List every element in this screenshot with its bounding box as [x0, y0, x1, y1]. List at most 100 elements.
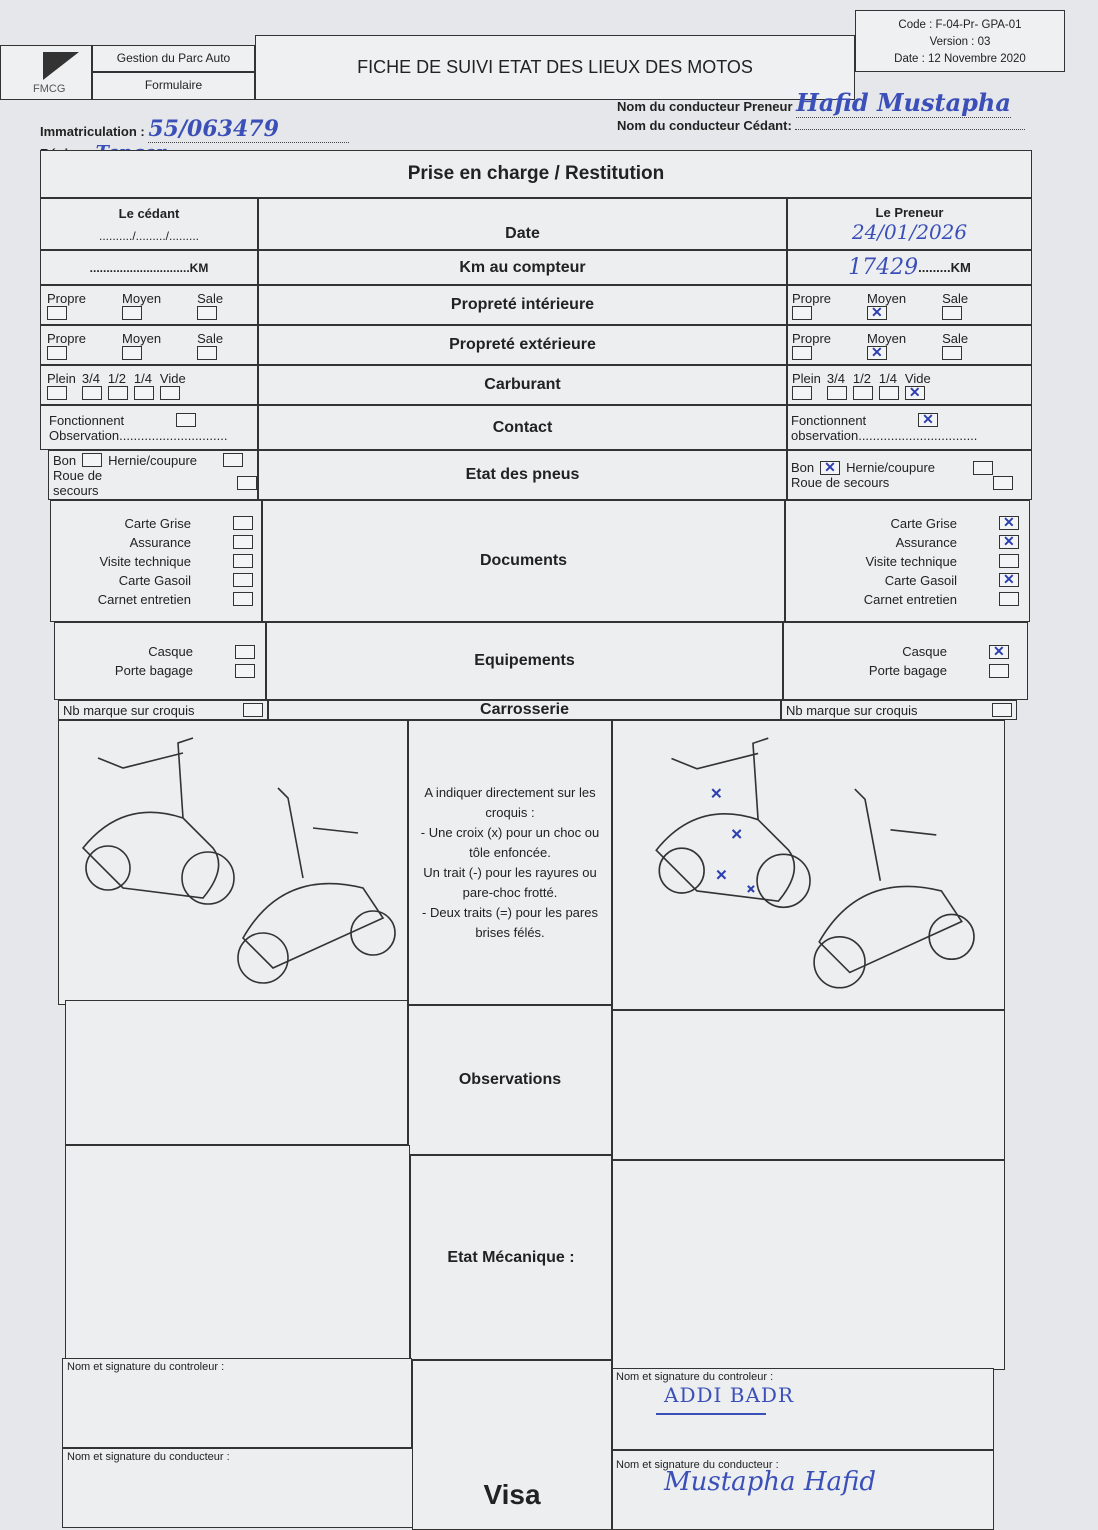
doc-meta: Code : F-04-Pr- GPA-01 Version : 03 Date…: [855, 10, 1065, 72]
option: 1/4: [878, 371, 899, 400]
cedant-observations[interactable]: [65, 1000, 408, 1145]
option-checkbox[interactable]: [867, 304, 888, 321]
option-checkbox[interactable]: [867, 344, 888, 361]
option-checkbox[interactable]: [826, 385, 847, 400]
option-checkbox[interactable]: [792, 385, 812, 400]
preneur-hernie-checkbox[interactable]: [973, 460, 994, 475]
item-label: Carnet entretien: [97, 591, 191, 607]
item-label: Visite technique: [99, 553, 191, 569]
option: 3/4: [81, 370, 102, 400]
preneur-mecanique[interactable]: [612, 1160, 1005, 1370]
option-checkbox[interactable]: [792, 305, 812, 320]
option-checkbox[interactable]: [159, 385, 180, 400]
option-checkbox[interactable]: [942, 345, 963, 360]
option: Propre: [47, 291, 86, 320]
cedant-controleur-signature[interactable]: Nom et signature du controleur :: [62, 1358, 412, 1448]
option-checkbox[interactable]: [197, 345, 218, 360]
cedant-mecanique[interactable]: [65, 1145, 410, 1360]
item-checkbox[interactable]: [233, 573, 253, 587]
option-checkbox[interactable]: [122, 345, 143, 360]
hernie-label: Hernie/coupure: [108, 452, 198, 468]
item-label: Assurance: [895, 534, 957, 550]
preneur-sketch[interactable]: [612, 720, 1005, 1010]
signature-stroke: [656, 1413, 766, 1415]
immat-field[interactable]: Immatriculation : 55/063479: [40, 116, 349, 143]
item-checkbox[interactable]: [233, 592, 253, 606]
option-checkbox[interactable]: [942, 305, 963, 320]
option-checkbox[interactable]: [852, 385, 873, 400]
option-checkbox[interactable]: [107, 385, 128, 400]
item-checkbox[interactable]: [999, 533, 1019, 550]
preneur-conducteur-signature[interactable]: Nom et signature du conducteur : Mustaph…: [612, 1450, 994, 1530]
item-checkbox[interactable]: [999, 514, 1019, 531]
page-title: FICHE DE SUIVI ETAT DES LIEUX DES MOTOS: [255, 35, 855, 100]
option-checkbox[interactable]: [878, 385, 899, 400]
preneur-contact: Fonctionnent observation................…: [787, 405, 1032, 450]
cedant-bon-checkbox[interactable]: [82, 453, 103, 467]
option-checkbox[interactable]: [81, 385, 102, 400]
item-checkbox[interactable]: [233, 516, 253, 530]
cedant-date-cell[interactable]: Le cédant ........../........./.........: [40, 198, 258, 250]
option-checkbox[interactable]: [47, 385, 67, 400]
cedant-roue-checkbox[interactable]: [237, 475, 257, 490]
item-checkbox[interactable]: [989, 643, 1009, 660]
preneur-carburant: Plein 3/4 1/2 1/4 Vide: [787, 365, 1032, 405]
preneur-controleur-signature[interactable]: Nom et signature du controleur : ADDI BA…: [612, 1368, 994, 1450]
option-checkbox[interactable]: [47, 305, 67, 320]
option-label: Moyen: [867, 290, 907, 306]
preneur-km: 17429: [848, 255, 919, 280]
cedant-field[interactable]: Nom du conducteur Cédant:: [617, 118, 1026, 133]
cedant-observation[interactable]: Observation.............................…: [49, 427, 228, 443]
option-label: 3/4: [81, 370, 100, 386]
preneur-fonctionnent-checkbox[interactable]: [918, 411, 939, 428]
preneur-header: Le Preneur: [875, 204, 944, 220]
preneur-roue-checkbox[interactable]: [993, 475, 1014, 490]
preneur-field[interactable]: Nom du conducteur Preneur Hafid Mustapha: [617, 88, 1011, 118]
cedant-sketch[interactable]: [58, 720, 408, 1005]
option-checkbox[interactable]: [792, 345, 812, 360]
preneur-bon-checkbox[interactable]: [820, 459, 841, 476]
item-label: Visite technique: [865, 553, 957, 569]
list-item: Assurance: [895, 533, 1019, 550]
option: Moyen: [122, 291, 161, 320]
item-checkbox[interactable]: [999, 592, 1019, 606]
preneur-km-cell[interactable]: 17429......... KM: [787, 250, 1032, 285]
option-checkbox[interactable]: [133, 385, 154, 400]
option-label: Sale: [942, 330, 969, 346]
item-checkbox[interactable]: [999, 554, 1019, 568]
preneur-observations[interactable]: [612, 1010, 1005, 1160]
item-label: Porte bagage: [868, 663, 947, 678]
scooter-sketch-icon: [81, 736, 396, 984]
cedant-km[interactable]: ..............................KM: [40, 250, 258, 285]
pneus-label: Etat des pneus: [258, 450, 787, 500]
preneur-date: 24/01/2026: [851, 219, 968, 244]
list-item: Casque: [148, 644, 255, 659]
cedant-nb-marque-box[interactable]: [243, 703, 263, 717]
option: Sale: [197, 331, 223, 360]
option-checkbox[interactable]: [197, 305, 218, 320]
item-checkbox[interactable]: [233, 535, 253, 549]
item-checkbox[interactable]: [999, 571, 1019, 588]
list-item: Porte bagage: [869, 663, 1009, 678]
item-checkbox[interactable]: [989, 663, 1009, 678]
option-checkbox[interactable]: [904, 384, 925, 401]
option-checkbox[interactable]: [47, 345, 67, 360]
item-checkbox[interactable]: [235, 644, 255, 659]
documents-label: Documents: [262, 500, 785, 622]
cedant-hernie-checkbox[interactable]: [223, 453, 244, 467]
sig-label: Nom et signature du conducteur :: [67, 1451, 230, 1463]
option-checkbox[interactable]: [122, 305, 143, 320]
list-item: Assurance: [130, 535, 253, 550]
item-checkbox[interactable]: [233, 554, 253, 568]
option-label: Vide: [159, 370, 186, 386]
bon-label: Bon: [791, 460, 815, 475]
option-label: Propre: [792, 290, 832, 306]
equipements-list: Casque Porte bagage: [869, 643, 1009, 678]
preneur-observation[interactable]: observation.............................…: [791, 427, 978, 443]
preneur-date-cell[interactable]: Le Preneur 24/01/2026: [787, 198, 1032, 250]
cedant-fonctionnent-checkbox[interactable]: [176, 413, 197, 427]
preneur-nb-marque-box[interactable]: [992, 703, 1012, 717]
cedant-conducteur-signature[interactable]: Nom et signature du conducteur :: [62, 1448, 414, 1528]
item-label: Carte Grise: [124, 515, 191, 531]
item-checkbox[interactable]: [235, 663, 255, 678]
